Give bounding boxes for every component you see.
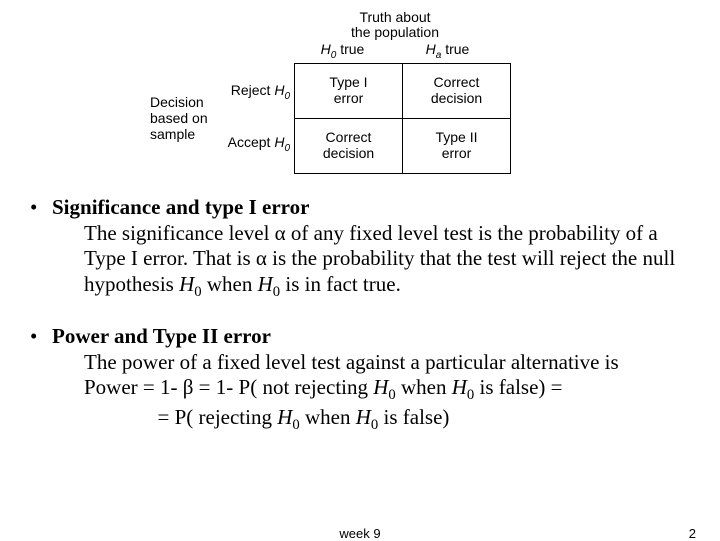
bullet-head-2: Power and Type II error bbox=[52, 324, 271, 348]
cell-correct-1: Correct decision bbox=[403, 63, 511, 118]
power-line-3: = P( rejecting H0 when H0 is false) bbox=[84, 405, 449, 429]
table-row: Type I error Correct decision bbox=[295, 63, 511, 118]
row-label-reject: Reject H0 bbox=[224, 66, 294, 118]
bullet-body-1: The significance level α of any fixed le… bbox=[52, 221, 690, 302]
footer-week: week 9 bbox=[339, 526, 380, 541]
cell-type1-error: Type I error bbox=[295, 63, 403, 118]
bullet-power: •Power and Type II error The power of a … bbox=[30, 324, 690, 435]
diagram-row-labels: Reject H0 Accept H0 bbox=[224, 66, 294, 170]
cell-type2-error: Type II error bbox=[403, 118, 511, 173]
bullet-significance: •Significance and type I error The signi… bbox=[30, 195, 690, 302]
row-label-accept: Accept H0 bbox=[224, 118, 294, 170]
power-line-2: Power = 1- β = 1- P( not rejecting H0 wh… bbox=[84, 375, 563, 399]
diagram-title-l2: the population bbox=[351, 24, 439, 40]
cell-correct-2: Correct decision bbox=[295, 118, 403, 173]
bullet-dot-icon: • bbox=[30, 195, 52, 221]
bullet-body-2: The power of a fixed level test against … bbox=[52, 350, 690, 436]
diagram-body: Decision based on sample Reject H0 Accep… bbox=[150, 63, 570, 174]
decision-diagram: Truth about the population H0 true Ha tr… bbox=[150, 10, 570, 174]
bullet-head-1: Significance and type I error bbox=[52, 195, 309, 219]
diagram-title: Truth about the population bbox=[290, 10, 500, 41]
col-header-ha: Ha true bbox=[395, 41, 500, 63]
bullet-dot-icon: • bbox=[30, 324, 52, 350]
diagram-col-headers: H0 true Ha true bbox=[290, 41, 500, 63]
diagram-grid: Type I error Correct decision Correct de… bbox=[294, 63, 511, 174]
table-row: Correct decision Type II error bbox=[295, 118, 511, 173]
bullet-list: •Significance and type I error The signi… bbox=[30, 195, 690, 457]
col-header-h0: H0 true bbox=[290, 41, 395, 63]
slide: Truth about the population H0 true Ha tr… bbox=[0, 0, 720, 540]
power-line-1: The power of a fixed level test against … bbox=[84, 350, 619, 374]
diagram-left-label: Decision based on sample bbox=[150, 94, 224, 142]
diagram-title-l1: Truth about bbox=[359, 9, 430, 25]
footer-page: 2 bbox=[689, 526, 696, 541]
